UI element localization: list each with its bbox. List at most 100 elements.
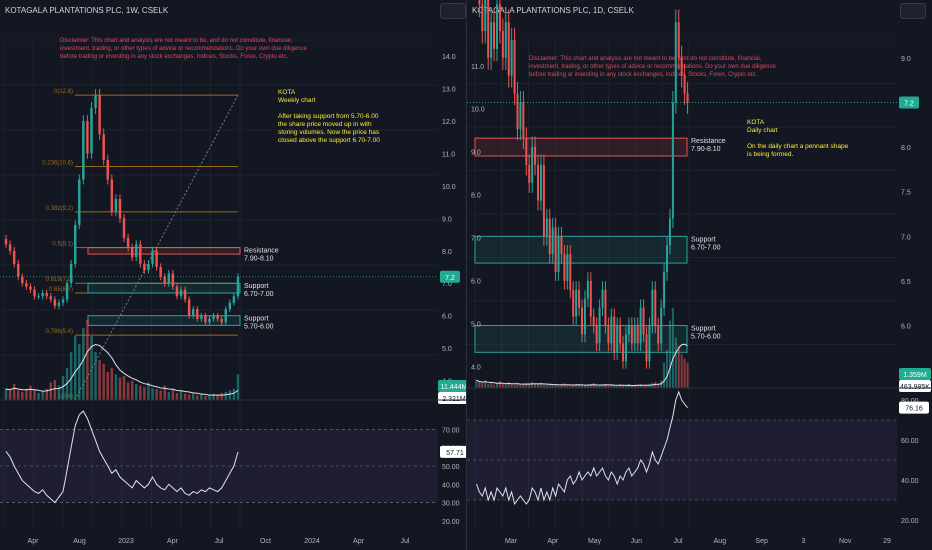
candle-body (212, 315, 215, 319)
candle-body (224, 309, 227, 323)
candle-body (151, 250, 154, 264)
fib-level-label: 0.65(6.7) (49, 287, 73, 293)
time-axis-label: 2023 (118, 538, 134, 545)
volume-bar (82, 328, 85, 400)
candle-body (41, 292, 44, 297)
candle-body (548, 218, 551, 255)
analysis-note: On the daily chart a pennant shape (747, 143, 849, 150)
candle-body (498, 4, 501, 32)
candle-body (654, 289, 657, 326)
price-axis-label: 9.0 (442, 216, 452, 223)
candle-body (581, 307, 583, 335)
volume-bar (490, 382, 493, 388)
zone-label: Resistance (244, 248, 279, 255)
time-axis-label: Jun (631, 538, 642, 545)
candle-body (601, 289, 604, 308)
candle-body (539, 164, 542, 201)
volume-bar (53, 380, 57, 400)
volume-bar (666, 350, 669, 388)
candle-body (73, 224, 77, 264)
candle-body (33, 289, 36, 297)
candle-body (633, 325, 636, 344)
candle-body (624, 334, 627, 362)
candle-body (677, 22, 680, 58)
volume-bar (575, 383, 578, 388)
candle-body (53, 299, 57, 306)
time-axis-label: 3 (801, 538, 805, 545)
volume-bar (130, 380, 134, 400)
zone-label: 5.70-6.00 (691, 334, 721, 341)
candle-body (90, 108, 93, 154)
volume-bar (216, 394, 219, 400)
candle-body (534, 147, 537, 165)
candle-body (175, 286, 179, 297)
candle-body (135, 244, 138, 258)
candle-body (598, 307, 601, 344)
chart-menu-button[interactable] (900, 3, 926, 19)
volume-bar (501, 383, 504, 388)
candle-body (610, 316, 613, 344)
disclaimer-text: Disclaimer: This chart and analysis are … (529, 56, 762, 62)
volume-bar (106, 372, 109, 400)
volume-bar (236, 374, 240, 400)
candle-body (191, 309, 195, 316)
pane-divider[interactable] (466, 0, 467, 550)
volume-bar (613, 385, 616, 388)
zone-label: Support (691, 326, 716, 333)
time-axis-label: Apr (547, 538, 559, 545)
candle-body (630, 325, 633, 344)
candle-body (589, 280, 592, 317)
volume-bar (537, 384, 540, 388)
volume-bar (645, 385, 648, 388)
price-axis-label: 11.0 (442, 152, 455, 159)
volume-bar (624, 385, 627, 388)
left-axis-label: 11.0 (471, 64, 484, 71)
candle-body (607, 325, 610, 344)
candle-body (122, 218, 126, 238)
volume-bar (29, 385, 32, 400)
volume-bar (651, 382, 654, 388)
candle-body (82, 121, 85, 180)
candle-body (204, 315, 207, 323)
volume-bar (187, 394, 191, 400)
volume-bar (126, 382, 130, 400)
volume-bar (627, 384, 630, 388)
candle-body (622, 343, 625, 362)
disclaimer-text: investment, trading, or other types of a… (529, 64, 776, 70)
volume-bar (604, 383, 607, 388)
candle-body (513, 40, 516, 94)
candle-body (200, 315, 203, 319)
volume-bar (12, 384, 16, 400)
volume-value-badge: 1.359M (903, 372, 927, 379)
rsi-value-badge: 57.71 (446, 450, 464, 457)
volume-bar (191, 392, 195, 400)
volume-bar (545, 385, 548, 388)
volume-bar (163, 385, 166, 400)
candle-body (525, 138, 528, 165)
volume-bar (636, 384, 639, 388)
disclaimer-text: Disclaimer: This chart and analysis are … (60, 38, 293, 44)
chart-menu-button[interactable] (440, 3, 466, 19)
volume-bar (560, 384, 563, 388)
volume-bar (674, 337, 677, 388)
volume-ma-badge-bg (438, 392, 466, 404)
volume-bar (531, 382, 534, 388)
daily-chart-pane[interactable]: KOTAGALA PLANTATIONS PLC, 1D, CSELK Disc… (467, 0, 932, 550)
candle-body (110, 179, 114, 212)
candle-body (627, 325, 630, 335)
weekly-chart-pane[interactable]: KOTAGALA PLANTATIONS PLC, 1W, CSELK Disc… (0, 0, 466, 550)
candle-body (531, 147, 534, 183)
volume-bar (528, 382, 531, 388)
price-axis-label: 10.0 (442, 184, 456, 191)
volume-bar (566, 385, 569, 388)
volume-bar (94, 352, 97, 400)
candle-body (232, 296, 236, 303)
candle-body (196, 309, 199, 319)
volume-bar (686, 362, 689, 388)
volume-bar (208, 395, 211, 400)
weekly-chart-canvas: Disclaimer: This chart and analysis are … (0, 38, 466, 545)
rsi-band (467, 420, 897, 500)
price-axis-label: 12.0 (442, 119, 456, 126)
volume-bar (135, 384, 138, 400)
volume-bar (41, 391, 44, 400)
